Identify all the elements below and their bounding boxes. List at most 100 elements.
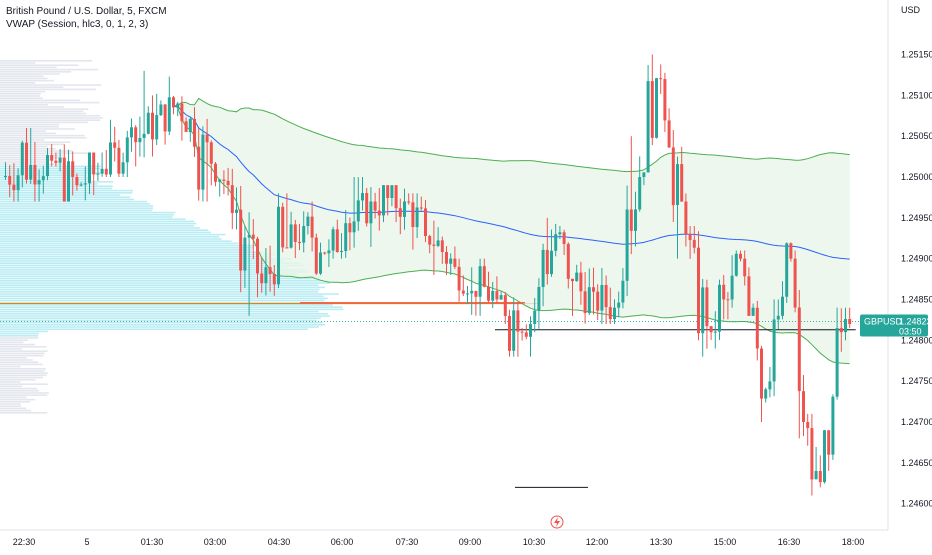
candle[interactable] <box>831 394 835 460</box>
candle[interactable] <box>310 201 314 252</box>
candle[interactable] <box>629 136 633 255</box>
candle[interactable] <box>121 152 125 177</box>
candle[interactable] <box>403 188 406 230</box>
candle[interactable] <box>4 162 7 180</box>
candle[interactable] <box>277 193 280 289</box>
candle[interactable] <box>298 223 301 251</box>
candle[interactable] <box>369 187 373 247</box>
candle[interactable] <box>419 196 423 211</box>
candle[interactable] <box>470 267 474 315</box>
candle[interactable] <box>79 182 83 187</box>
candle[interactable] <box>340 233 343 259</box>
candle[interactable] <box>184 117 188 132</box>
candle[interactable] <box>344 210 348 258</box>
candle[interactable] <box>768 366 772 398</box>
candle[interactable] <box>37 169 41 202</box>
candle[interactable] <box>424 199 427 243</box>
candle[interactable] <box>642 172 646 186</box>
candle[interactable] <box>394 185 398 223</box>
candle[interactable] <box>201 126 205 202</box>
candle[interactable] <box>214 162 217 187</box>
candle[interactable] <box>827 430 831 471</box>
candle[interactable] <box>625 185 629 297</box>
candle[interactable] <box>440 236 444 264</box>
candle[interactable] <box>499 291 503 300</box>
candle[interactable] <box>520 327 524 341</box>
candle[interactable] <box>361 177 364 211</box>
candle[interactable] <box>176 101 180 117</box>
candle[interactable] <box>96 162 100 181</box>
candle[interactable] <box>256 236 259 298</box>
candle[interactable] <box>289 211 293 249</box>
candle[interactable] <box>356 177 360 231</box>
candle[interactable] <box>407 193 411 205</box>
candle[interactable] <box>272 264 276 296</box>
candle[interactable] <box>29 128 33 184</box>
candle[interactable] <box>802 375 805 437</box>
candle[interactable] <box>436 227 440 248</box>
candle[interactable] <box>264 248 268 296</box>
candle[interactable] <box>705 279 709 349</box>
candle[interactable] <box>235 187 238 230</box>
candle[interactable] <box>659 64 663 94</box>
candle[interactable] <box>566 242 570 289</box>
candle[interactable] <box>604 275 608 324</box>
candle[interactable] <box>688 226 692 259</box>
candle[interactable] <box>621 268 625 309</box>
candle[interactable] <box>823 430 826 484</box>
candle[interactable] <box>54 152 58 167</box>
candle[interactable] <box>734 250 738 277</box>
candle[interactable] <box>478 258 482 316</box>
candle[interactable] <box>692 226 696 254</box>
candle[interactable] <box>331 226 335 259</box>
candle[interactable] <box>739 250 742 262</box>
candle[interactable] <box>545 217 549 285</box>
symbol-title[interactable]: British Pound / U.S. Dollar, 5, FXCM <box>6 6 167 17</box>
candle[interactable] <box>352 177 356 248</box>
candle[interactable] <box>718 279 721 341</box>
candle[interactable] <box>835 307 839 400</box>
candle[interactable] <box>713 311 717 349</box>
candle[interactable] <box>104 150 108 177</box>
candle[interactable] <box>20 140 24 188</box>
candle[interactable] <box>445 246 448 275</box>
candle[interactable] <box>398 198 402 235</box>
candle[interactable] <box>818 455 822 488</box>
candle[interactable] <box>751 303 755 316</box>
candle[interactable] <box>151 95 154 157</box>
candle[interactable] <box>285 193 289 249</box>
candle[interactable] <box>646 65 650 173</box>
candle[interactable] <box>247 212 251 316</box>
candle[interactable] <box>268 245 272 292</box>
candle[interactable] <box>457 258 461 302</box>
candle[interactable] <box>634 191 637 247</box>
candle[interactable] <box>390 185 394 207</box>
candle[interactable] <box>554 223 558 257</box>
candle[interactable] <box>503 292 507 325</box>
candle[interactable] <box>281 202 285 253</box>
candle[interactable] <box>218 178 222 197</box>
candle[interactable] <box>88 152 91 195</box>
candle[interactable] <box>109 119 112 177</box>
candle[interactable] <box>491 281 495 309</box>
candle[interactable] <box>67 149 70 202</box>
candle[interactable] <box>797 290 801 439</box>
candle[interactable] <box>776 299 780 330</box>
candle[interactable] <box>638 156 642 212</box>
candle[interactable] <box>487 271 490 303</box>
candle[interactable] <box>188 116 192 142</box>
candle[interactable] <box>764 387 768 403</box>
candle[interactable] <box>243 225 247 288</box>
candle[interactable] <box>327 239 331 267</box>
candle[interactable] <box>524 324 528 340</box>
candle[interactable] <box>58 149 62 172</box>
candle[interactable] <box>8 165 12 198</box>
candle[interactable] <box>138 116 142 157</box>
candles[interactable] <box>4 54 852 496</box>
candle[interactable] <box>163 104 167 145</box>
candle[interactable] <box>100 152 104 177</box>
candle[interactable] <box>550 229 553 277</box>
candle[interactable] <box>348 217 352 251</box>
candle[interactable] <box>848 307 852 328</box>
candle[interactable] <box>697 231 700 341</box>
